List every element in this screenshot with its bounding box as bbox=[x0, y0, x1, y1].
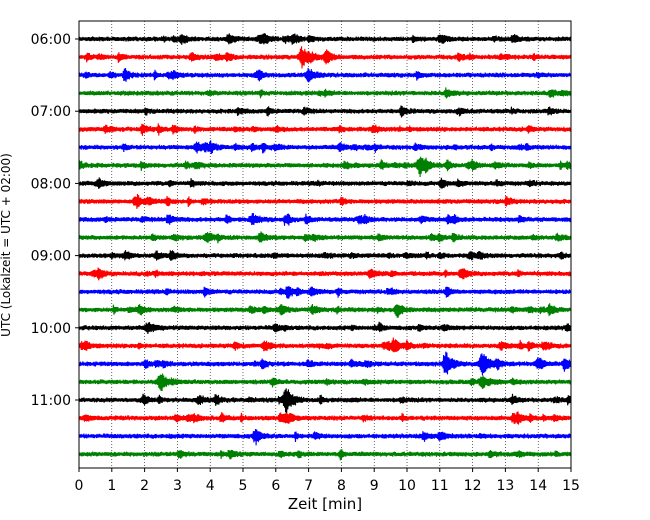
trace-line bbox=[78, 250, 572, 261]
trace-line bbox=[78, 449, 572, 461]
x-tick-label: 9 bbox=[370, 478, 379, 494]
y-tick-label: 08:00 bbox=[31, 176, 71, 192]
x-tick-label: 4 bbox=[206, 478, 215, 494]
y-axis-ticks: 06:00 07:00 08:00 09:00 10:00 11:00 bbox=[31, 32, 79, 409]
trace-line bbox=[78, 303, 572, 318]
x-tick-label: 2 bbox=[140, 478, 149, 494]
x-axis-label: Zeit [min] bbox=[288, 495, 362, 513]
trace-line bbox=[78, 411, 572, 425]
x-tick-label: 1 bbox=[107, 478, 116, 494]
trace-line bbox=[78, 105, 572, 118]
seismic-traces bbox=[78, 33, 572, 461]
plot-frame bbox=[78, 20, 572, 469]
trace-line bbox=[78, 321, 572, 335]
x-axis-ticks: 0 1 2 3 4 5 6 7 8 9 10 11 12 13 14 15 bbox=[75, 468, 580, 494]
trace-line bbox=[78, 267, 572, 281]
x-tick-label: 13 bbox=[496, 478, 514, 494]
x-tick-label: 6 bbox=[271, 478, 280, 494]
trace-line bbox=[78, 67, 572, 83]
x-tick-label: 3 bbox=[173, 478, 182, 494]
trace-line bbox=[78, 337, 572, 353]
x-tick-label: 10 bbox=[398, 478, 416, 494]
trace-line bbox=[78, 177, 572, 189]
trace-line bbox=[78, 351, 572, 376]
y-tick-label: 10:00 bbox=[31, 321, 71, 337]
x-tick-label: 5 bbox=[239, 478, 248, 494]
trace-line bbox=[78, 33, 572, 45]
vertical-grid bbox=[111, 21, 539, 468]
x-tick-label: 0 bbox=[75, 478, 84, 494]
x-tick-label: 15 bbox=[562, 478, 580, 494]
trace-line bbox=[78, 46, 572, 69]
trace-line bbox=[78, 156, 572, 178]
x-tick-label: 11 bbox=[431, 478, 449, 494]
y-axis-label: UTC (Lokalzeit = UTC + 02:00) bbox=[0, 153, 13, 337]
trace-line bbox=[78, 87, 572, 99]
y-tick-label: 11:00 bbox=[31, 393, 71, 409]
trace-line bbox=[78, 388, 572, 414]
y-tick-label: 09:00 bbox=[31, 249, 71, 265]
trace-line bbox=[78, 123, 572, 136]
y-tick-label: 06:00 bbox=[31, 32, 71, 48]
x-tick-label: 7 bbox=[304, 478, 313, 494]
trace-line bbox=[78, 193, 572, 209]
y-tick-label: 07:00 bbox=[31, 104, 71, 120]
trace-line bbox=[78, 231, 572, 244]
x-tick-label: 8 bbox=[337, 478, 346, 494]
trace-line bbox=[78, 428, 572, 446]
trace-line bbox=[78, 373, 572, 392]
trace-line bbox=[78, 286, 572, 299]
trace-line bbox=[78, 213, 572, 226]
x-tick-label: 14 bbox=[529, 478, 547, 494]
x-tick-label: 12 bbox=[464, 478, 482, 494]
trace-line bbox=[78, 140, 572, 155]
